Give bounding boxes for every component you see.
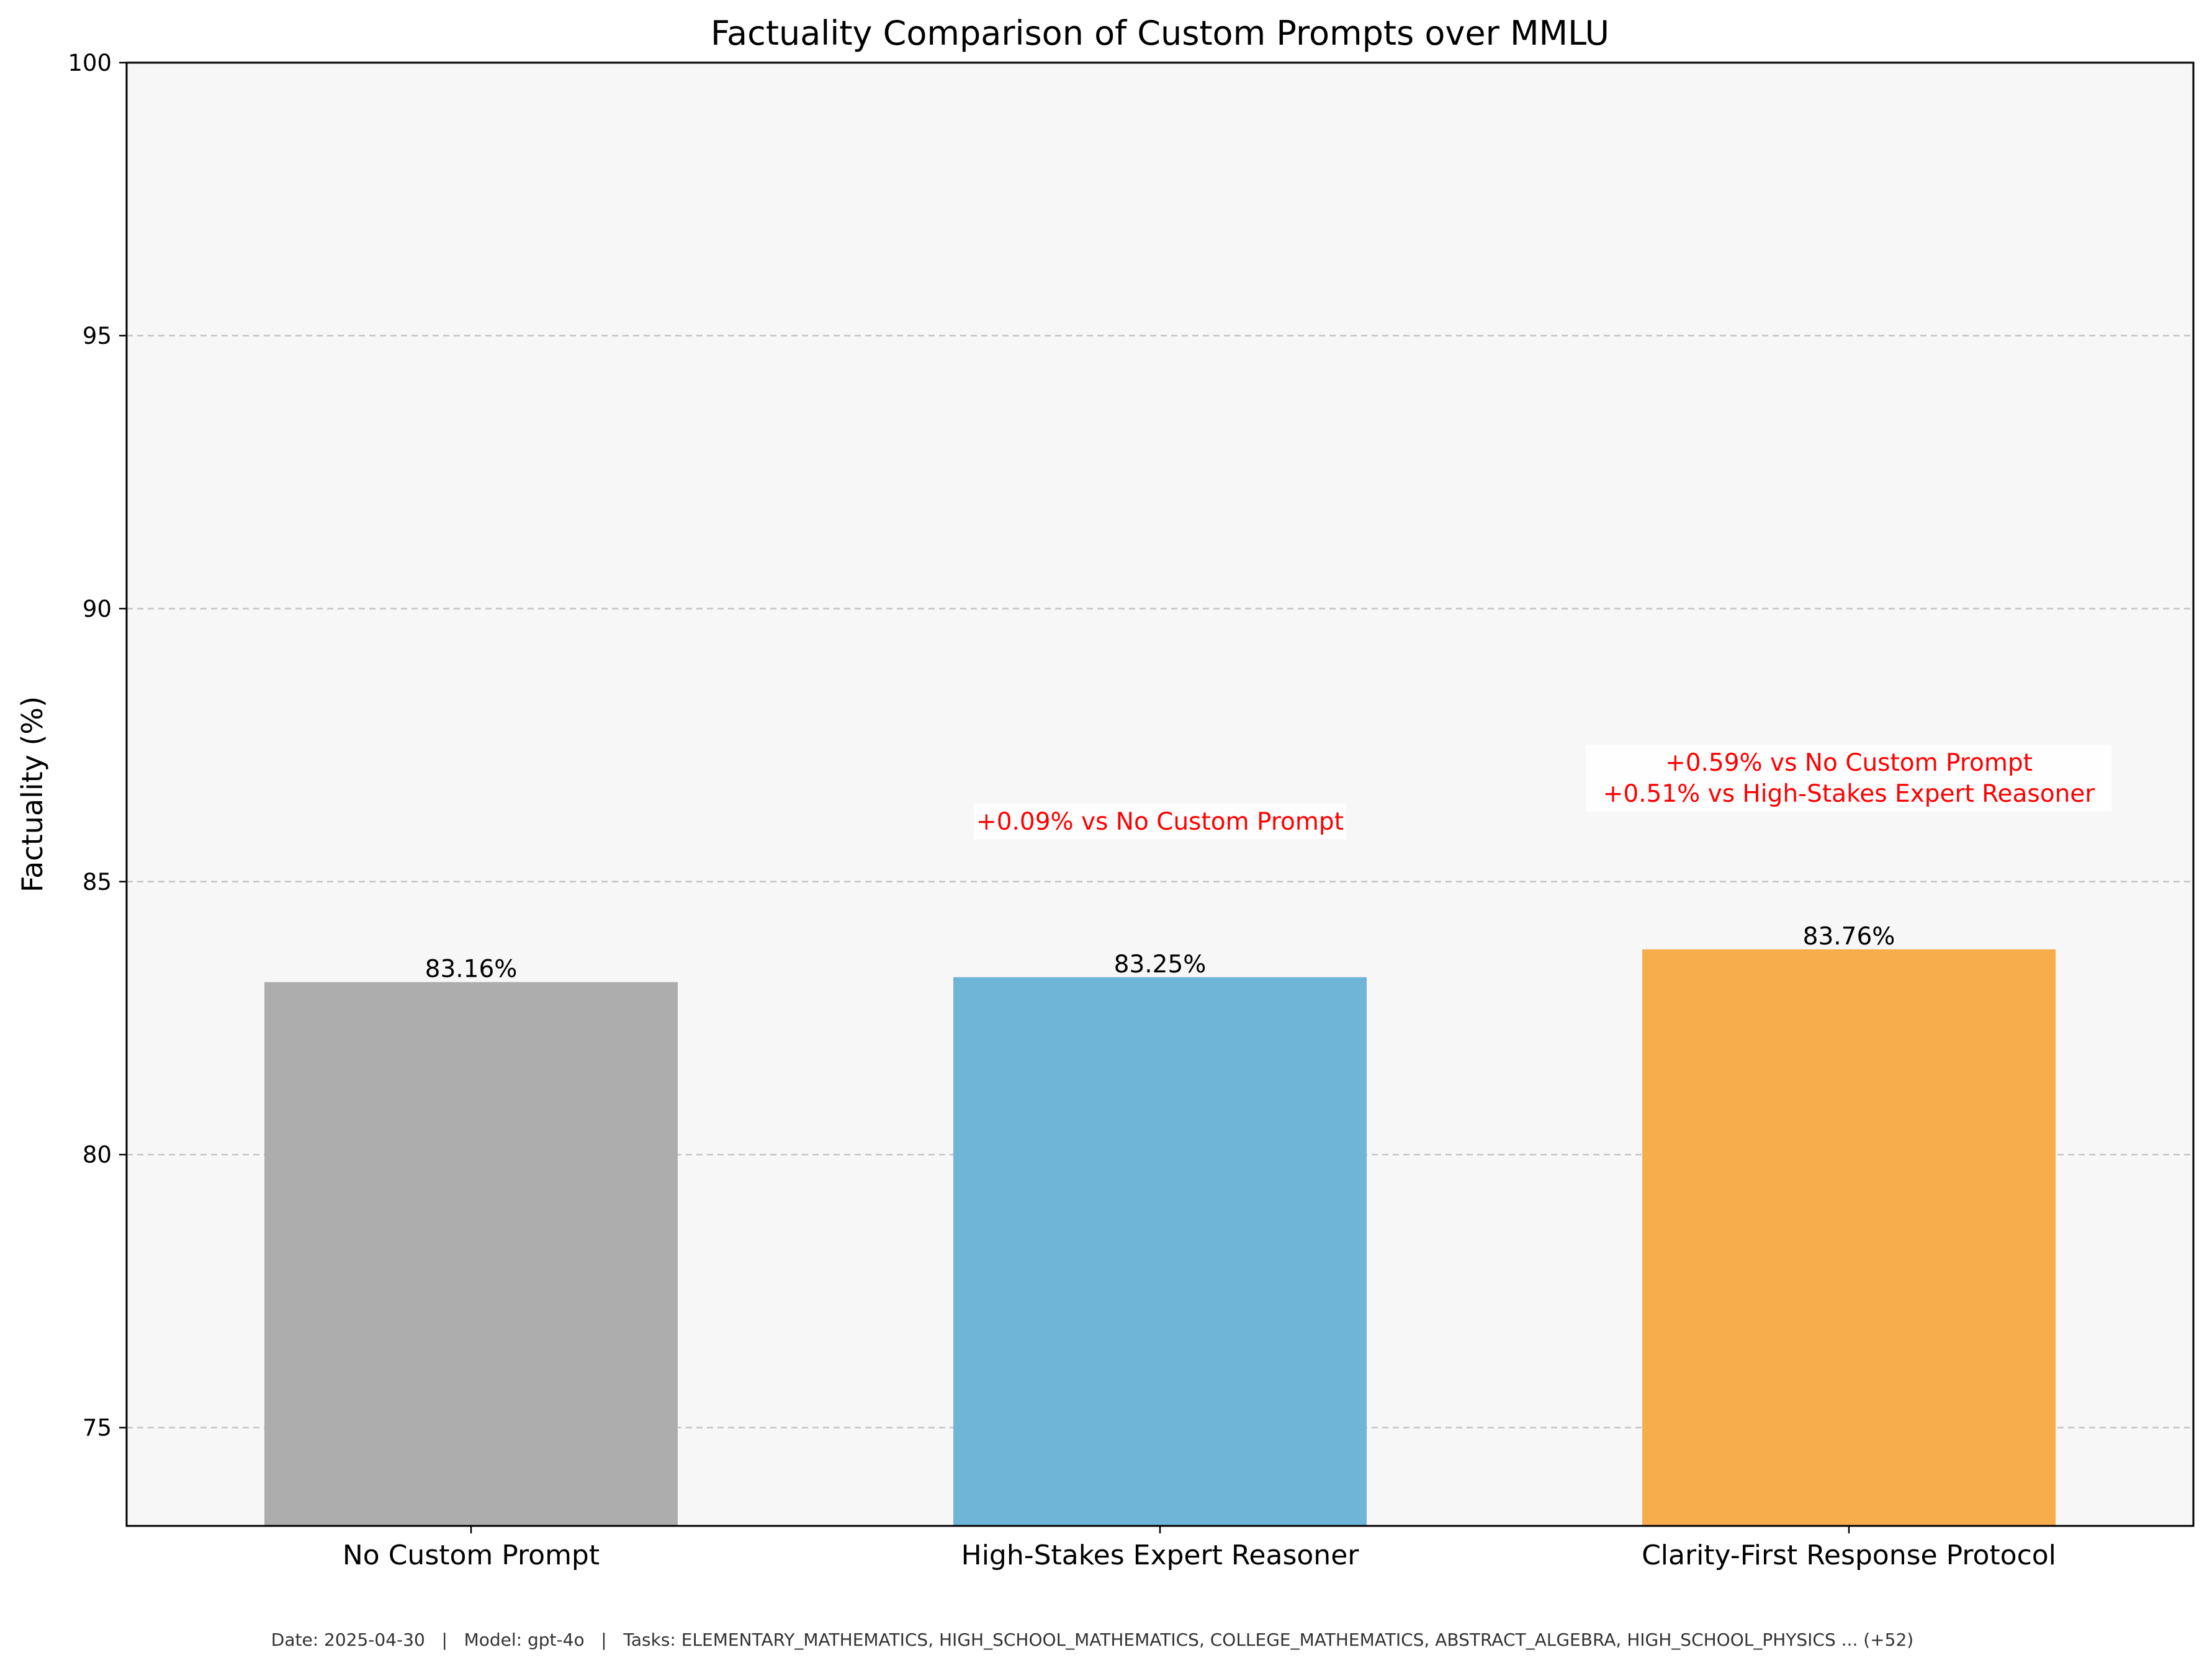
annotation-text: +0.51% vs High-Stakes Expert Reasoner xyxy=(1603,780,2096,808)
bar xyxy=(264,982,678,1526)
bar xyxy=(953,977,1367,1526)
y-tick-label: 95 xyxy=(83,323,112,349)
bar-value-label: 83.76% xyxy=(1803,923,1895,951)
comparison-annotations: +0.09% vs No Custom Prompt +0.59% vs No C… xyxy=(973,744,2112,840)
bars xyxy=(264,949,2056,1526)
y-tick-label: 85 xyxy=(83,869,112,895)
annotation-text: +0.09% vs No Custom Prompt xyxy=(976,808,1344,836)
annotation-box xyxy=(1586,744,2112,812)
y-tick-label: 100 xyxy=(68,50,112,76)
y-axis-label: Factuality (%) xyxy=(16,696,49,892)
y-axis-ticks: 75 80 85 90 95 100 xyxy=(68,50,127,1442)
chart-title: Factuality Comparison of Custom Prompts … xyxy=(711,14,1609,53)
bar xyxy=(1642,949,2056,1526)
footer-text: Date: 2025-04-30 | Model: gpt-4o | Tasks… xyxy=(271,1630,1913,1650)
x-tick-label: Clarity-First Response Protocol xyxy=(1642,1540,2056,1571)
x-tick-label: High-Stakes Expert Reasoner xyxy=(961,1540,1360,1571)
bar-value-label: 83.25% xyxy=(1114,951,1207,979)
bar-value-labels: 83.16% 83.25% 83.76% xyxy=(425,923,1895,984)
x-axis-ticks: No Custom Prompt High-Stakes Expert Reaso… xyxy=(343,1526,2056,1571)
y-tick-label: 80 xyxy=(83,1142,112,1168)
y-tick-label: 75 xyxy=(83,1415,112,1442)
x-tick-label: No Custom Prompt xyxy=(343,1540,600,1571)
y-tick-label: 90 xyxy=(83,596,112,622)
annotation-box xyxy=(973,803,1347,840)
bar-value-label: 83.16% xyxy=(425,956,518,984)
annotation-text: +0.59% vs No Custom Prompt xyxy=(1665,749,2033,777)
